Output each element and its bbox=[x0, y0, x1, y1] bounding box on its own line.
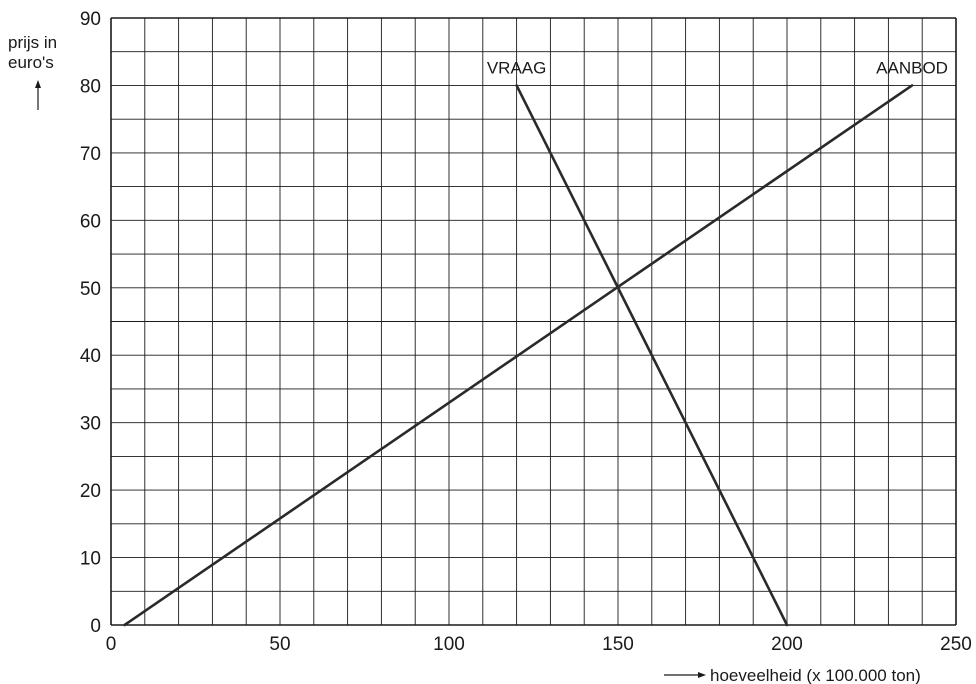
x-axis-arrow-icon bbox=[664, 672, 706, 678]
y-tick-label: 80 bbox=[80, 76, 101, 97]
series-lines: VRAAG AANBOD bbox=[123, 58, 948, 627]
y-tick-label: 90 bbox=[80, 9, 101, 30]
x-tick-label: 50 bbox=[269, 634, 290, 655]
y-tick-label: 10 bbox=[80, 549, 101, 570]
y-axis-arrow-icon bbox=[35, 80, 41, 110]
series-label-aanbod: AANBOD bbox=[876, 58, 948, 77]
tick-labels: 0 50 100 150 200 250 0 10 20 30 40 50 60 70 80 90 bbox=[80, 9, 972, 655]
y-tick-label: 20 bbox=[80, 481, 101, 502]
x-tick-label: 200 bbox=[771, 634, 803, 655]
y-tick-label: 40 bbox=[80, 346, 101, 367]
y-axis-label-line2: euro's bbox=[8, 53, 54, 72]
y-tick-label: 70 bbox=[80, 144, 101, 165]
series-line-vraag bbox=[515, 84, 789, 627]
x-tick-label: 100 bbox=[433, 634, 465, 655]
y-tick-label: 60 bbox=[80, 211, 101, 232]
y-tick-label: 0 bbox=[90, 616, 101, 637]
x-tick-label: 150 bbox=[602, 634, 634, 655]
x-axis-label: hoeveelheid (x 100.000 ton) bbox=[710, 666, 921, 684]
series-label-vraag: VRAAG bbox=[487, 58, 547, 77]
x-tick-label: 250 bbox=[940, 634, 972, 655]
y-axis-label-line1: prijs in bbox=[8, 33, 57, 52]
series-line-aanbod bbox=[123, 84, 914, 627]
x-tick-label: 0 bbox=[106, 634, 117, 655]
y-tick-label: 30 bbox=[80, 414, 101, 435]
y-tick-label: 50 bbox=[80, 279, 101, 300]
grid bbox=[110, 17, 957, 626]
